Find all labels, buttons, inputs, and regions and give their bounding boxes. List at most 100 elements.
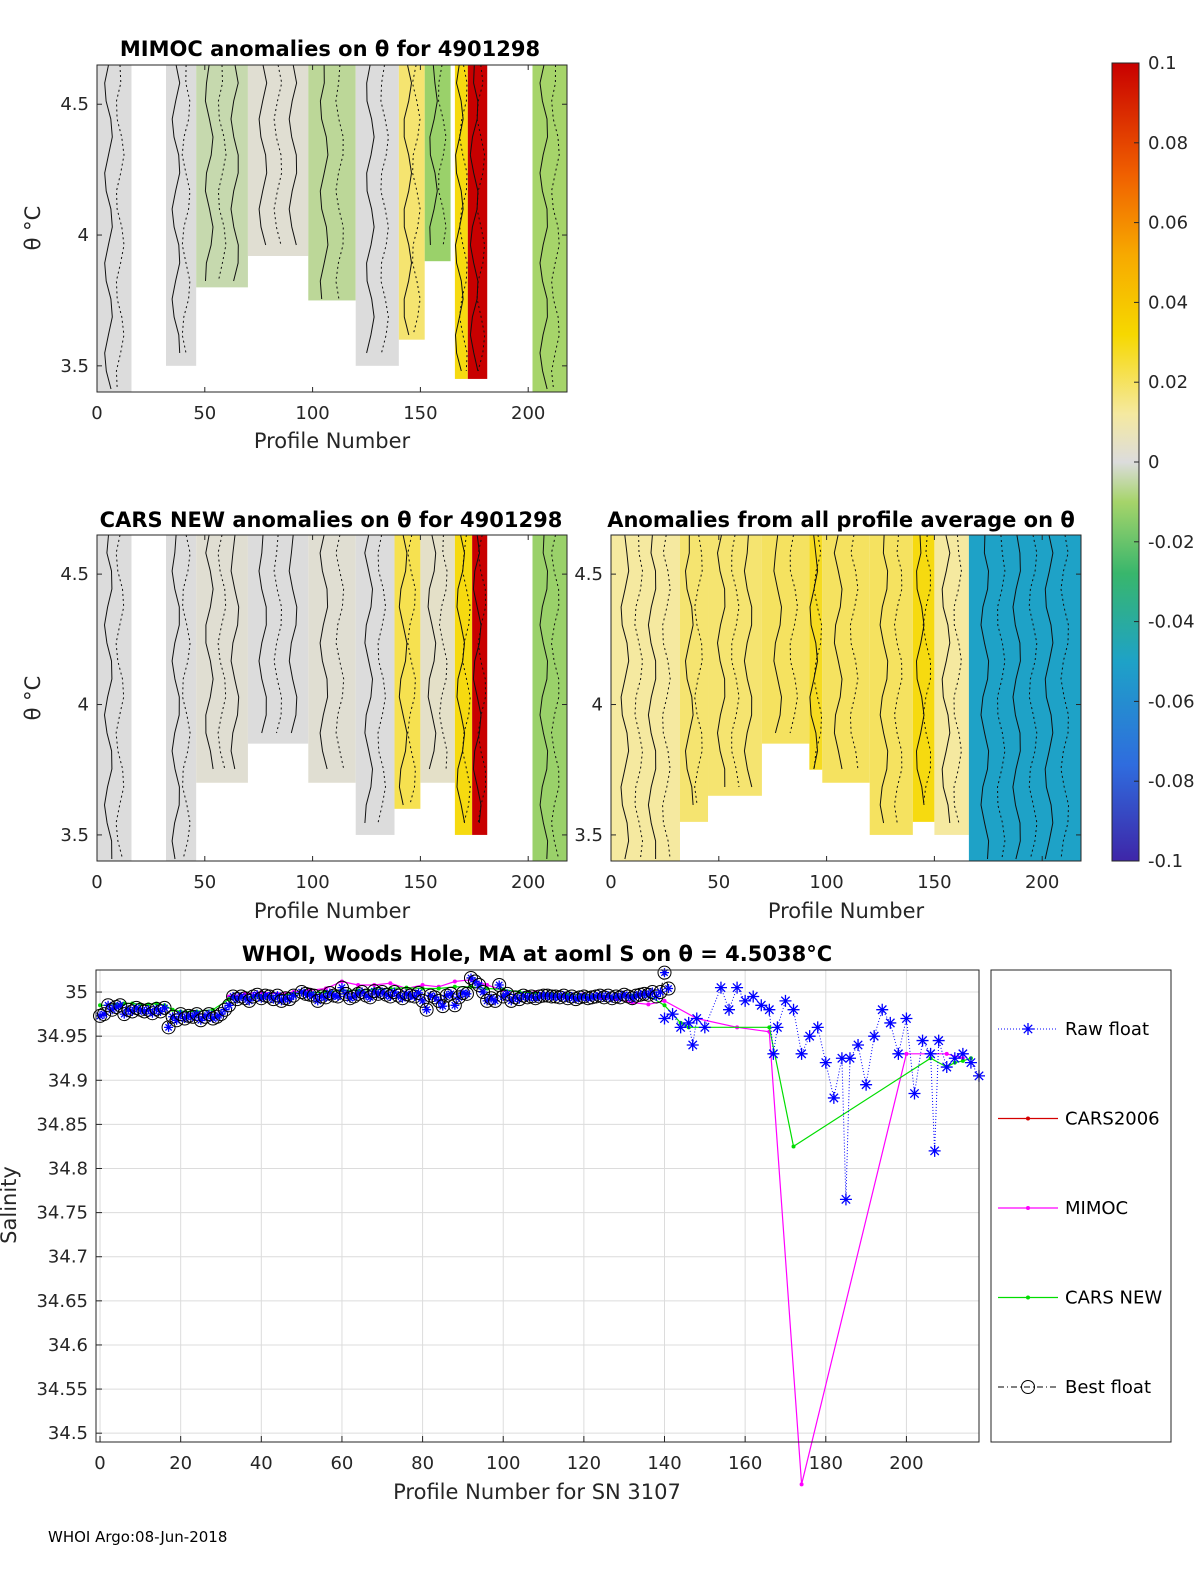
colorbar: 0.1 0.08 0.06 0.04 0.02 0 -0.02 -0.04 -0.06 -0.08…	[1111, 53, 1195, 872]
contour-line	[773, 535, 783, 734]
best-float-point	[435, 999, 450, 1014]
all-profile-xlabel: Profile Number	[768, 899, 925, 923]
raw-float-point	[964, 1056, 977, 1069]
best-float-raw-marker	[446, 989, 456, 999]
legend-marker	[1026, 1116, 1030, 1121]
contour-line	[407, 535, 416, 806]
contour-line	[620, 535, 630, 860]
legend-marker	[1021, 1380, 1035, 1394]
contour-line	[477, 535, 487, 824]
best-float-point	[427, 990, 442, 1005]
raw-float-point	[763, 1003, 776, 1016]
raw-float-point	[932, 1034, 945, 1047]
legend-item-mimoc: MIMOC	[998, 1198, 1128, 1219]
best-float-raw-marker	[276, 996, 286, 1006]
y-tick-label: 3.5	[60, 356, 89, 377]
cars-new-y-ticks: 4.5 4 3.5	[60, 564, 567, 846]
y-tick-label: 4	[78, 225, 89, 246]
legend-label: CARS NEW	[1065, 1288, 1162, 1309]
heat-band-5	[355, 535, 395, 835]
contour-line	[684, 535, 694, 806]
mimoc-point	[420, 982, 425, 987]
contour-line	[273, 535, 283, 734]
best-float-point	[213, 1007, 228, 1022]
legend-item-raw-float: Raw float	[998, 1019, 1149, 1040]
mimoc-point	[662, 998, 667, 1003]
best-float-raw-marker	[438, 1001, 448, 1011]
heat-band-1	[679, 535, 709, 822]
best-float-raw-marker	[442, 991, 452, 1001]
best-float-raw-marker	[317, 991, 327, 1001]
raw-float-point	[698, 1021, 711, 1034]
heat-band-2	[708, 535, 762, 796]
best-float-raw-marker	[381, 990, 391, 1000]
best-float-raw-marker	[627, 993, 637, 1003]
heat-band-0	[97, 535, 132, 861]
best-float-raw-marker	[361, 991, 371, 1001]
best-float-raw-marker	[482, 996, 492, 1006]
best-float-raw-marker	[470, 976, 480, 986]
raw-float-point	[658, 1012, 671, 1025]
best-float-raw-marker	[647, 987, 657, 997]
contour-line	[103, 535, 113, 860]
best-float-point	[657, 965, 672, 980]
contour-line	[539, 535, 549, 860]
best-float-point	[218, 1002, 233, 1017]
x-tick-label: 100	[295, 403, 329, 424]
best-float-raw-marker	[611, 991, 621, 1001]
best-float-raw-marker	[535, 991, 545, 1001]
best-float-raw-marker	[228, 991, 238, 1001]
salinity-legend: Raw float CARS2006 MIMOC CARS NEW Best float	[990, 969, 1172, 1443]
best-float-raw-marker	[450, 1000, 460, 1010]
y-tick-label: 34.6	[48, 1335, 88, 1356]
best-float-raw-marker	[587, 992, 597, 1002]
raw-float-point	[690, 1012, 703, 1025]
contour-line	[472, 535, 482, 824]
y-tick-label: 34.7	[48, 1247, 88, 1268]
best-float-raw-marker	[385, 991, 395, 1001]
best-float-raw-marker	[405, 991, 415, 1001]
contour-line	[550, 535, 560, 860]
x-tick-label: 0	[605, 872, 616, 893]
best-float-raw-marker	[349, 991, 359, 1001]
best-float-raw-marker	[256, 993, 266, 1003]
cars-new-title: CARS NEW anomalies on θ for 4901298	[100, 508, 563, 532]
best-float-raw-marker	[139, 1006, 149, 1016]
contour-line	[319, 535, 329, 770]
contour-line	[398, 535, 408, 806]
heat-band-2	[196, 65, 248, 288]
contour-line	[953, 535, 962, 824]
best-float-point	[113, 998, 128, 1013]
best-float-raw-marker	[458, 988, 468, 998]
best-float-point	[153, 1004, 168, 1019]
best-float-raw-marker	[607, 993, 617, 1003]
best-float-raw-marker	[111, 1002, 121, 1012]
best-float-point	[117, 1007, 132, 1022]
salinity-plot-area	[96, 970, 979, 1442]
heat-band-9	[472, 535, 488, 835]
best-float-raw-marker	[204, 1009, 214, 1019]
contour-line	[462, 535, 471, 824]
best-float-raw-marker	[591, 991, 601, 1001]
best-float-raw-marker	[563, 993, 573, 1003]
all-profile-axes-box	[610, 534, 1082, 862]
raw-float-point	[674, 1021, 687, 1034]
heat-band-2	[196, 535, 248, 783]
mimoc-point	[452, 979, 457, 984]
best-float-raw-marker	[325, 988, 335, 998]
heat-band-10	[532, 535, 567, 861]
colorbar-ticks: 0.1 0.08 0.06 0.04 0.02 0 -0.02 -0.04 -0.06 -0.08…	[1134, 53, 1195, 872]
best-float-raw-marker	[530, 993, 540, 1003]
salinity-y-ticks: 35 34.95 34.9 34.85 34.8 34.75 34.7 34.65 34.6 34…	[36, 982, 102, 1444]
colorbar-tick-label: 0.08	[1148, 133, 1188, 154]
x-tick-label: 150	[403, 872, 437, 893]
mimoc-xlabel: Profile Number	[254, 429, 411, 453]
best-float-raw-marker	[321, 992, 331, 1002]
cars-new-point	[791, 1144, 796, 1149]
best-float-raw-marker	[248, 991, 258, 1001]
x-tick-label: 80	[411, 1453, 434, 1474]
colorbar-tick-label: 0.1	[1148, 53, 1177, 74]
raw-float-point	[731, 981, 744, 994]
best-float-raw-marker	[357, 987, 367, 997]
best-float-point	[161, 1020, 176, 1035]
